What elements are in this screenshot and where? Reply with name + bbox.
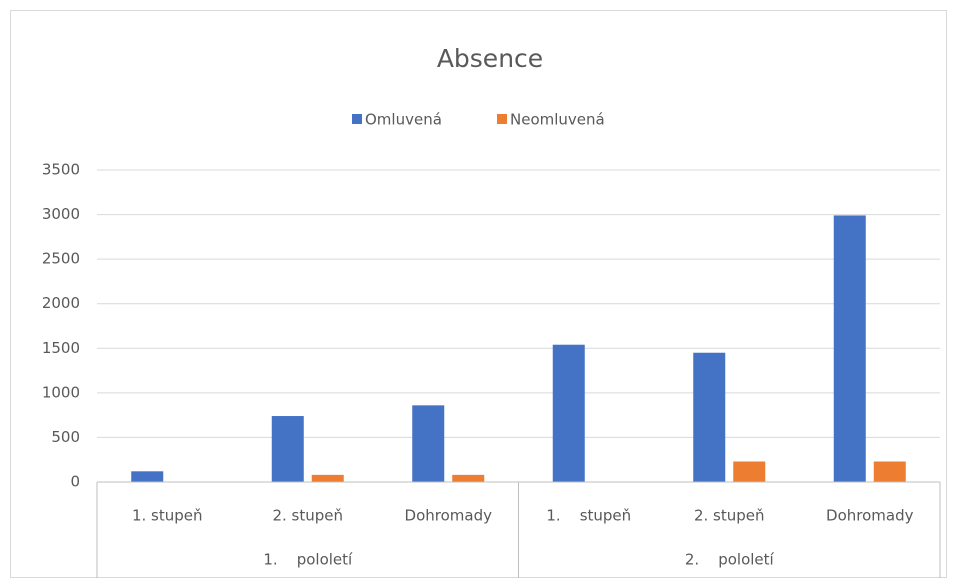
y-tick-label: 1000 — [42, 383, 80, 401]
group-label: 1. pololetí — [263, 551, 353, 569]
y-tick-label: 500 — [51, 428, 80, 446]
legend-label: Omluvená — [365, 111, 442, 129]
bar — [131, 471, 164, 482]
bar — [873, 461, 906, 482]
x-tick-label: 1. stupeň — [546, 507, 631, 525]
legend-label: Neomluvená — [510, 111, 605, 129]
group-label: 2. pololetí — [685, 551, 775, 569]
bar — [452, 474, 485, 482]
bar — [412, 405, 445, 482]
y-tick-label: 0 — [70, 473, 80, 491]
legend-swatch — [497, 114, 507, 124]
bar — [733, 461, 766, 482]
y-tick-label: 2000 — [42, 294, 80, 312]
y-tick-label: 1500 — [42, 339, 80, 357]
chart-frame — [10, 10, 947, 578]
bar — [693, 352, 726, 482]
x-tick-label: 2. stupeň — [272, 507, 343, 525]
y-tick-label: 3500 — [42, 161, 80, 179]
x-tick-label: Dohromady — [405, 507, 493, 525]
bar — [552, 344, 585, 482]
x-tick-label: 1. stupeň — [132, 507, 203, 525]
y-tick-label: 3000 — [42, 205, 80, 223]
chart-title: Absence — [437, 44, 543, 73]
legend-swatch — [352, 114, 362, 124]
x-tick-label: 2. stupeň — [694, 507, 765, 525]
x-tick-label: Dohromady — [826, 507, 914, 525]
bar — [833, 215, 866, 482]
y-tick-label: 2500 — [42, 250, 80, 268]
bar — [311, 474, 344, 482]
bar — [271, 416, 304, 482]
